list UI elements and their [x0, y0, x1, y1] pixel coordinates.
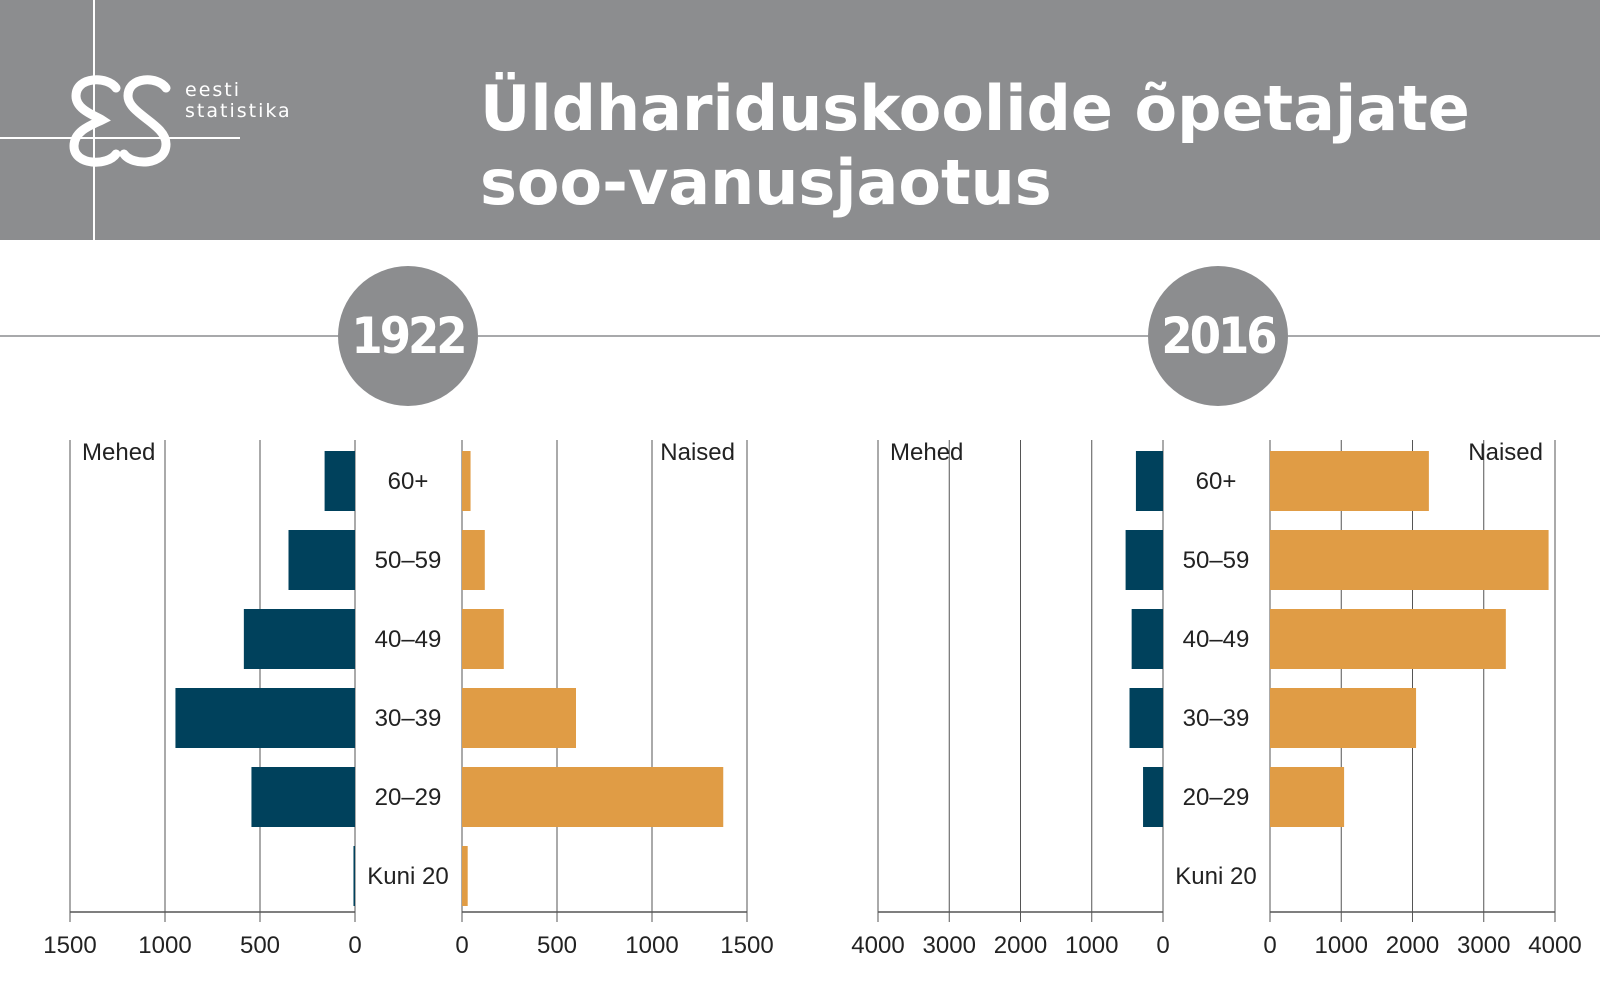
bar-men-1-2 [1131, 609, 1163, 669]
bar-men-0-2 [243, 609, 355, 669]
category-label-1-3: 30–39 [1183, 705, 1250, 732]
tick-label-men-0-2: 500 [240, 932, 280, 959]
bar-women-1-1 [1270, 530, 1549, 590]
series-label-men-0: Mehed [82, 439, 155, 466]
tick-label-men-0-3: 0 [348, 932, 361, 959]
tick-label-women-1-3: 3000 [1457, 932, 1510, 959]
tick-label-men-1-1: 3000 [923, 932, 976, 959]
series-label-men-1: Mehed [890, 439, 963, 466]
tick-label-men-1-3: 1000 [1065, 932, 1118, 959]
category-label-0-5: Kuni 20 [367, 863, 448, 890]
divider-left [0, 335, 340, 337]
tick-label-women-0-2: 1000 [625, 932, 678, 959]
category-label-0-3: 30–39 [375, 705, 442, 732]
bar-women-0-0 [462, 451, 471, 511]
tick-label-women-0-0: 0 [455, 932, 468, 959]
bar-men-1-0 [1135, 451, 1163, 511]
category-label-1-4: 20–29 [1183, 784, 1250, 811]
category-label-1-5: Kuni 20 [1175, 863, 1256, 890]
tick-label-women-0-3: 1500 [720, 932, 773, 959]
header-banner: eesti statistika Üldhariduskoolide õpeta… [0, 0, 1600, 240]
tick-label-women-1-2: 2000 [1386, 932, 1439, 959]
year-badge-2016: 2016 [1148, 266, 1288, 406]
tick-label-men-0-1: 1000 [138, 932, 191, 959]
year-badge-1922: 1922 [338, 266, 478, 406]
bar-men-0-5 [353, 846, 355, 906]
tick-label-men-1-0: 4000 [851, 932, 904, 959]
bar-women-0-4 [462, 767, 724, 827]
tick-label-women-1-1: 1000 [1315, 932, 1368, 959]
tick-label-women-1-0: 0 [1263, 932, 1276, 959]
bar-men-0-3 [175, 688, 355, 748]
bar-men-0-0 [324, 451, 355, 511]
category-label-1-1: 50–59 [1183, 547, 1250, 574]
tick-label-women-0-1: 500 [537, 932, 577, 959]
bar-men-1-3 [1129, 688, 1163, 748]
bar-women-0-3 [462, 688, 576, 748]
tick-label-men-0-0: 1500 [43, 932, 96, 959]
category-label-0-4: 20–29 [375, 784, 442, 811]
category-label-0-0: 60+ [388, 468, 429, 495]
tick-label-men-1-4: 0 [1156, 932, 1169, 959]
logo-word-eesti: eesti [185, 79, 242, 101]
category-label-0-1: 50–59 [375, 547, 442, 574]
category-label-0-2: 40–49 [375, 626, 442, 653]
divider-middle [478, 335, 1148, 337]
bar-women-1-4 [1270, 767, 1345, 827]
bar-men-1-1 [1125, 530, 1163, 590]
bar-women-0-2 [462, 609, 504, 669]
title-line-1: Üldhariduskoolide õpetajate [480, 72, 1470, 145]
bar-women-1-3 [1270, 688, 1417, 748]
page-title: Üldhariduskoolide õpetajate soo-vanusjao… [480, 72, 1560, 220]
tick-label-women-1-4: 4000 [1528, 932, 1581, 959]
series-label-women-0: Naised [660, 439, 735, 466]
bar-men-0-4 [251, 767, 355, 827]
divider-right [1288, 335, 1600, 337]
bar-women-0-1 [462, 530, 485, 590]
bar-women-1-2 [1270, 609, 1506, 669]
series-label-women-1: Naised [1468, 439, 1543, 466]
tick-label-men-1-2: 2000 [994, 932, 1047, 959]
bar-women-1-0 [1270, 451, 1429, 511]
bar-women-0-5 [462, 846, 468, 906]
category-label-1-2: 40–49 [1183, 626, 1250, 653]
header-decor-line-horizontal [0, 137, 240, 139]
logo-word-statistika: statistika [185, 100, 292, 122]
eesti-statistika-logo-icon [69, 75, 171, 167]
title-line-2: soo-vanusjaotus [480, 146, 1052, 219]
bar-men-0-1 [288, 530, 355, 590]
logo-wordmark: eesti statistika [185, 80, 292, 122]
bar-men-1-4 [1143, 767, 1163, 827]
category-label-1-0: 60+ [1196, 468, 1237, 495]
